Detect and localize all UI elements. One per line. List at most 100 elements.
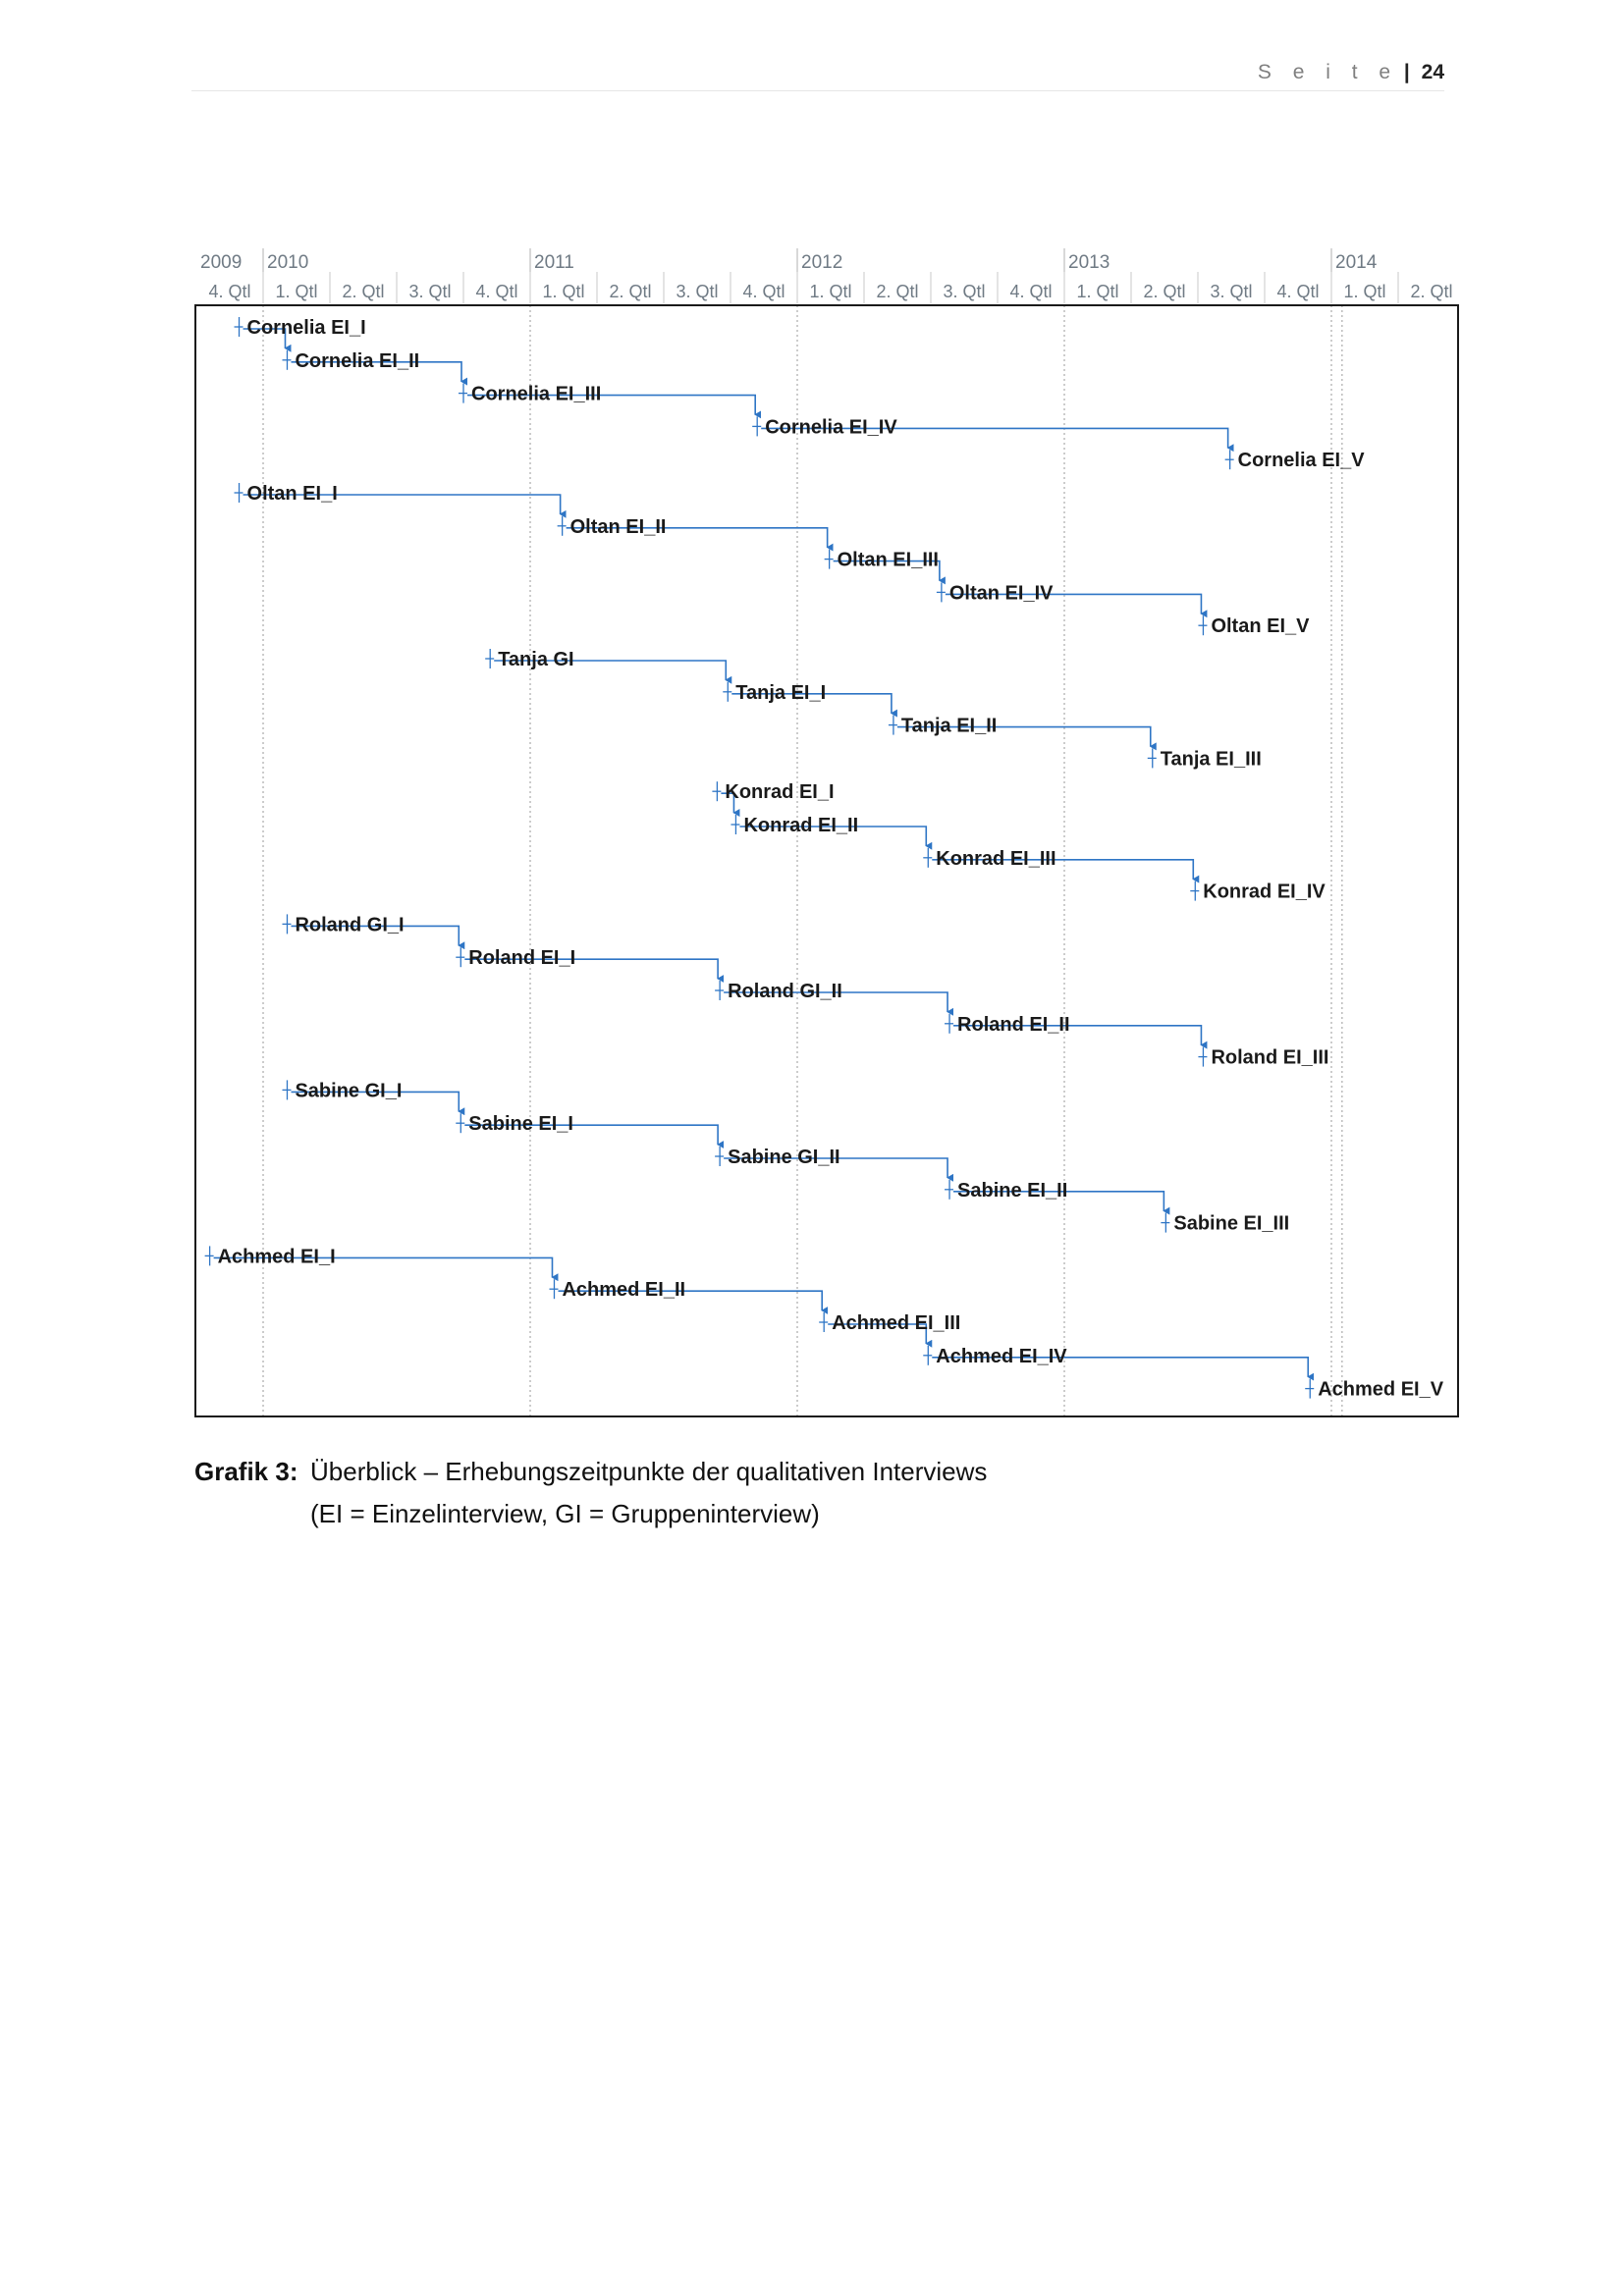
dependency-link: [945, 593, 1208, 618]
dependency-link: [291, 361, 467, 386]
task-label: Sabine GI_II: [728, 1147, 839, 1168]
dependency-link: [761, 427, 1234, 453]
quarter-label: 4. Qtl: [742, 282, 785, 301]
task-label: Tanja EI_II: [901, 716, 997, 737]
task-label: Roland EI_III: [1211, 1047, 1328, 1069]
task-label: Achmed EI_III: [832, 1312, 960, 1334]
task-label: Tanja EI_III: [1161, 748, 1262, 770]
task-label: Achmed EI_V: [1318, 1379, 1443, 1401]
year-label: 2013: [1068, 252, 1110, 273]
dependency-link: [464, 958, 725, 983]
quarter-label: 1. Qtl: [542, 282, 584, 301]
task-label: Konrad EI_IV: [1203, 881, 1326, 903]
quarter-label: 3. Qtl: [408, 282, 451, 301]
dependency-link: [828, 1323, 933, 1348]
quarter-label: 3. Qtl: [943, 282, 985, 301]
year-label: 2014: [1335, 252, 1378, 273]
task-label: Tanja GI: [498, 649, 573, 670]
task-label: Roland GI_II: [728, 981, 842, 1002]
dependency-link: [724, 991, 954, 1016]
quarter-label: 2. Qtl: [342, 282, 384, 301]
task-label: Sabine GI_I: [295, 1080, 402, 1101]
task-label: Cornelia EI_I: [247, 317, 366, 339]
dependency-link: [721, 792, 740, 817]
task-label: Oltan EI_I: [247, 483, 338, 505]
task-label: Sabine EI_III: [1173, 1213, 1289, 1235]
quarter-label: 4. Qtl: [475, 282, 517, 301]
task-label: Oltan EI_III: [838, 550, 939, 571]
task-label: Sabine EI_I: [468, 1113, 573, 1135]
quarter-label: 4. Qtl: [1009, 282, 1052, 301]
caption-line-1: Grafik 3: Überblick – Erhebungszeitpunkte…: [194, 1451, 987, 1493]
task-label: Cornelia EI_IV: [765, 416, 897, 438]
dependency-link: [724, 1157, 954, 1182]
quarter-label: 2. Qtl: [1410, 282, 1452, 301]
quarter-label: 2. Qtl: [609, 282, 651, 301]
quarter-label: 3. Qtl: [1210, 282, 1252, 301]
dependency-link: [953, 1025, 1208, 1049]
quarter-label: 2. Qtl: [1143, 282, 1185, 301]
page-header: S e i t e | 24: [191, 59, 1444, 91]
quarter-label: 3. Qtl: [676, 282, 718, 301]
task-label: Konrad EI_II: [743, 815, 858, 836]
year-label: 2011: [534, 252, 574, 273]
dependency-link: [558, 1290, 829, 1314]
task-label: Oltan EI_II: [570, 516, 667, 538]
quarter-label: 1. Qtl: [809, 282, 851, 301]
dependency-links: [213, 328, 1315, 1381]
dependency-link: [932, 859, 1200, 883]
caption-title: Überblick – Erhebungszeitpunkte der qual…: [310, 1457, 988, 1486]
task-label: Achmed EI_I: [218, 1246, 336, 1267]
gantt-chart: 4. Qtl 1. Qtl 2. Qtl 3. Qtl 4. Qtl 1. Qtl 2. Q…: [194, 248, 1459, 1417]
quarter-label: 2. Qtl: [876, 282, 918, 301]
timeline-axis: 4. Qtl 1. Qtl 2. Qtl 3. Qtl 4. Qtl 1. Qtl 2. Q…: [200, 248, 1453, 303]
figure-caption: Grafik 3: Überblick – Erhebungszeitpunkte…: [194, 1451, 987, 1535]
task-label: Konrad EI_I: [725, 781, 834, 803]
year-label: 2010: [267, 252, 308, 273]
dependency-link: [213, 1256, 559, 1282]
dependency-link: [566, 527, 834, 552]
year-label: 2009: [200, 252, 242, 273]
quarter-label: 1. Qtl: [1076, 282, 1118, 301]
page-label: S e i t e: [1257, 61, 1399, 83]
task-label: Oltan EI_IV: [949, 582, 1054, 604]
task-label: Roland GI_I: [295, 914, 404, 935]
task-label: Cornelia EI_III: [471, 384, 601, 405]
caption-label: Grafik 3:: [194, 1457, 298, 1486]
dependency-link: [953, 1191, 1170, 1215]
task-label: Oltan EI_V: [1211, 615, 1310, 637]
quarter-label: 4. Qtl: [1276, 282, 1319, 301]
dependency-link: [467, 394, 762, 419]
dependency-link: [291, 1091, 465, 1116]
dependency-link: [243, 494, 567, 518]
dependency-link: [243, 328, 292, 352]
dependency-link: [731, 693, 897, 718]
page-separator: |: [1403, 61, 1410, 83]
quarter-label: 1. Qtl: [1343, 282, 1385, 301]
task-label: Roland EI_II: [957, 1014, 1069, 1036]
dependency-link: [739, 826, 933, 850]
dependency-link: [464, 1124, 725, 1148]
task-label: Achmed EI_IV: [936, 1346, 1067, 1367]
year-label: 2012: [801, 252, 842, 273]
dependency-link: [833, 560, 946, 585]
quarter-label: 4. Qtl: [208, 282, 250, 301]
dependency-link: [896, 725, 1157, 751]
task-label: Achmed EI_II: [562, 1279, 685, 1301]
task-label: Sabine EI_II: [957, 1180, 1067, 1201]
task-label: Tanja EI_I: [735, 682, 826, 704]
quarter-label: 1. Qtl: [275, 282, 317, 301]
caption-line-2: (EI = Einzelinterview, GI = Gruppeninter…: [310, 1499, 820, 1528]
page-number-block: S e i t e | 24: [1258, 61, 1444, 84]
task-label: Cornelia EI_II: [295, 350, 419, 372]
gantt-grid: [262, 305, 1343, 1416]
task-label: Konrad EI_III: [936, 848, 1056, 870]
task-label: Roland EI_I: [468, 947, 575, 969]
chart-frame: [194, 304, 1459, 1417]
dependency-link: [494, 660, 732, 684]
task-list: Cornelia EI_I Cornelia EI_II Cornelia EI_I…: [204, 317, 1444, 1401]
dependency-link: [932, 1357, 1315, 1381]
task-label: Cornelia EI_V: [1238, 450, 1366, 471]
dependency-link: [291, 925, 465, 950]
page-number: 24: [1421, 61, 1444, 83]
